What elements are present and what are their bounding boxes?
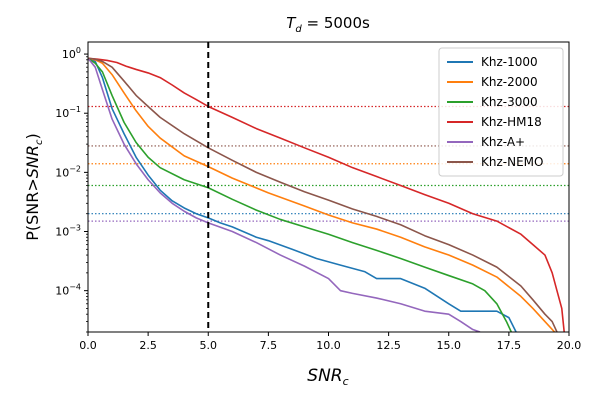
ylabel-post: ) [23, 133, 42, 139]
legend: Khz-1000 Khz-2000 Khz-3000 Khz-HM18 Khz-A+ Kh… [439, 48, 563, 176]
x-tick-label: 2.5 [139, 339, 157, 352]
y-tick-label: 10−1 [55, 105, 81, 120]
x-tick-label: 10.0 [316, 339, 341, 352]
x-tick-label: 20.0 [557, 339, 582, 352]
xlabel-sub: c [343, 375, 349, 388]
x-axis: 0.0 2.5 5.0 7.5 10.0 12.5 15.0 17.5 20.0 [79, 332, 581, 352]
xlabel-main: SNR [307, 366, 342, 386]
x-tick-label: 5.0 [200, 339, 218, 352]
y-tick-label: 10−3 [55, 224, 81, 239]
legend-entry: Khz-NEMO [481, 155, 543, 169]
title-rest: = 5000s [302, 14, 370, 32]
x-tick-label: 7.5 [260, 339, 278, 352]
y-tick-label: 10−4 [55, 283, 81, 298]
chart-title: Td = 5000s [286, 14, 370, 35]
legend-entry: Khz-A+ [481, 135, 525, 149]
x-axis-label: SNRc [307, 366, 348, 388]
ylabel-pre: P(SNR> [23, 178, 42, 241]
x-tick-label: 17.5 [497, 339, 522, 352]
y-tick-label: 100 [62, 46, 81, 61]
x-tick-label: 0.0 [79, 339, 97, 352]
legend-entry: Khz-1000 [481, 55, 538, 69]
legend-entry: Khz-HM18 [481, 115, 542, 129]
legend-entry: Khz-3000 [481, 95, 538, 109]
x-tick-label: 12.5 [376, 339, 401, 352]
y-axis: 100 10−1 10−2 10−3 10−4 [55, 46, 88, 332]
line-chart: Td = 5000s 0.0 2.5 5.0 7.5 10.0 12.5 15.0 17.5 2… [0, 0, 600, 400]
ylabel-main: SNR [23, 145, 42, 178]
x-tick-label: 15.0 [437, 339, 462, 352]
legend-entry: Khz-2000 [481, 75, 538, 89]
y-tick-label: 10−2 [55, 164, 81, 179]
y-axis-label: P(SNR>SNRc) [23, 133, 45, 241]
series-line [88, 58, 480, 332]
